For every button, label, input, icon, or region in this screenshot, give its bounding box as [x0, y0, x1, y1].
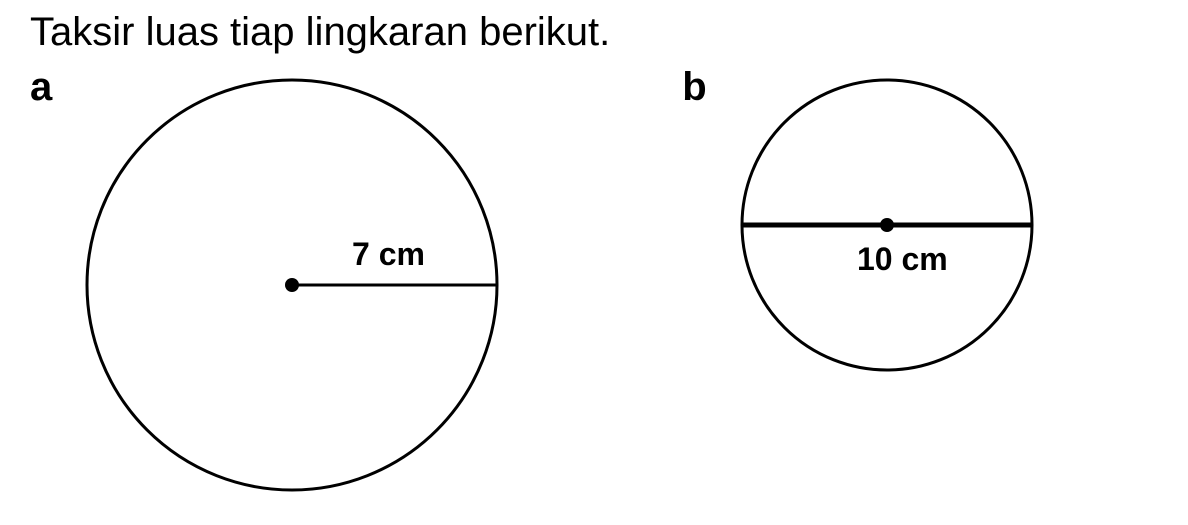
circle-a-svg: 7 cm	[72, 65, 512, 505]
diagram-b-wrapper: b 10 cm	[682, 65, 1046, 385]
diagram-b-label: b	[682, 65, 706, 110]
circle-b-svg: 10 cm	[727, 65, 1047, 385]
circle-b-measurement: 10 cm	[857, 241, 948, 277]
circle-a-center-dot	[285, 278, 299, 292]
diagrams-container: a 7 cm b 10 cm	[30, 65, 1158, 505]
circle-a-measurement: 7 cm	[352, 236, 425, 272]
diagram-a-label: a	[30, 65, 52, 110]
page-title: Taksir luas tiap lingkaran berikut.	[30, 10, 1158, 55]
circle-b-center-dot	[880, 218, 894, 232]
diagram-a-wrapper: a 7 cm	[30, 65, 512, 505]
